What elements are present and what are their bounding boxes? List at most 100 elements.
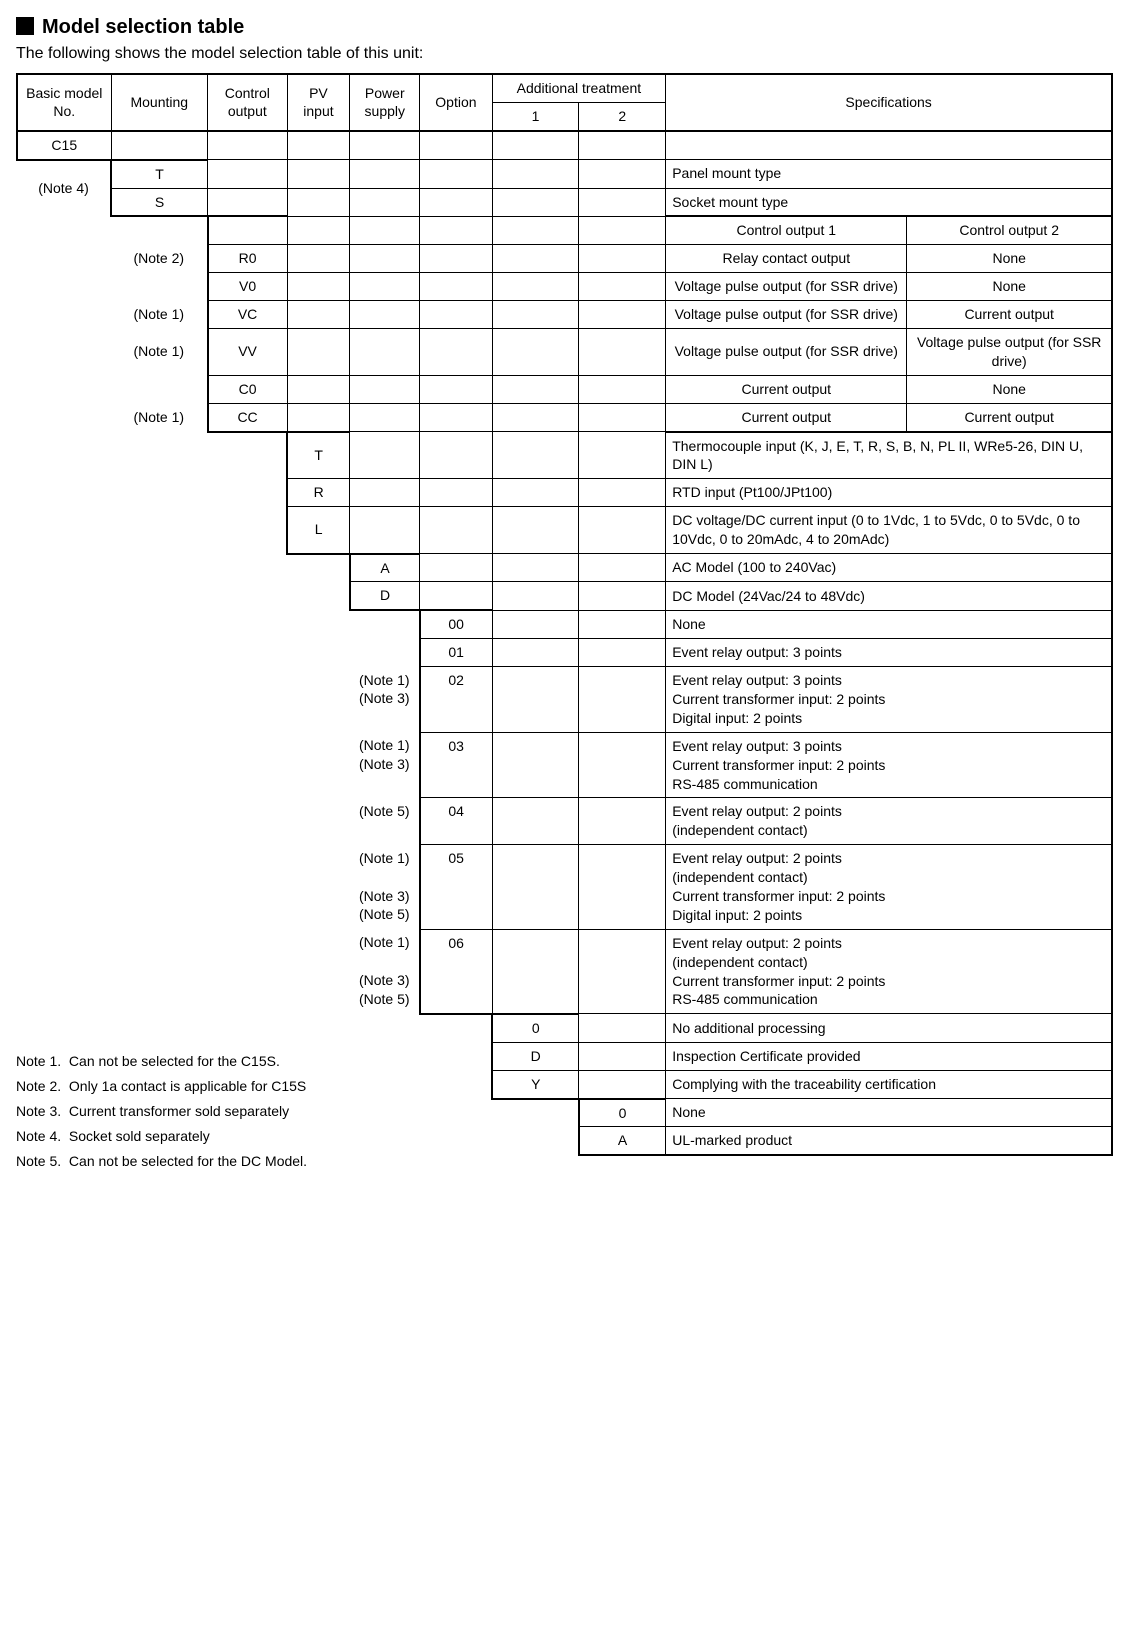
empty-cell [579, 301, 666, 329]
empty-cell [420, 375, 492, 403]
cell-opt-spec: Event relay output: 2 points (independen… [666, 929, 1112, 1014]
empty-cell [492, 273, 579, 301]
cell-pv-spec: Thermocouple input (K, J, E, T, R, S, B,… [666, 432, 1112, 479]
empty-cell [17, 329, 111, 376]
footnote-label: Note 5. [16, 1152, 61, 1171]
cell-addl2-code: A [579, 1127, 666, 1155]
cell-pv-code: L [287, 507, 350, 554]
row-co-CC: (Note 1) CC Current output Current outpu… [17, 403, 1112, 431]
cell-opt-note: (Note 1) (Note 3) [350, 732, 420, 798]
empty-cell [350, 273, 420, 301]
cell-opt-note: (Note 1) (Note 3) (Note 5) [350, 845, 420, 930]
cell-addl1-code: Y [492, 1070, 579, 1098]
empty-cell [208, 160, 288, 188]
cell-addl1-spec: Inspection Certificate provided [666, 1042, 1112, 1070]
cell-co1: Relay contact output [666, 245, 907, 273]
row-mounting-S: S Socket mount type [17, 188, 1112, 216]
empty-cell [492, 216, 579, 244]
empty-cell [350, 375, 420, 403]
row-opt-02: (Note 1) (Note 3) 02 Event relay output:… [17, 667, 1112, 733]
hdr-specs: Specifications [666, 74, 1112, 131]
empty-cell [492, 554, 579, 582]
empty-cell [17, 1014, 492, 1042]
empty-cell [350, 216, 420, 244]
empty-cell [287, 375, 350, 403]
footnote-label: Note 4. [16, 1127, 61, 1146]
empty-cell [350, 507, 420, 554]
hdr-co2: Control output 2 [907, 216, 1112, 244]
empty-cell [492, 639, 579, 667]
cell-co-note [111, 375, 207, 403]
note-line: (Note 1) [356, 671, 413, 690]
cell-mounting-code: S [111, 188, 207, 216]
cell-co2: None [907, 375, 1112, 403]
empty-cell [492, 929, 579, 1014]
empty-cell [492, 432, 579, 479]
cell-opt-code: 03 [420, 732, 492, 798]
empty-cell [579, 929, 666, 1014]
empty-cell [492, 479, 579, 507]
cell-opt-code: 06 [420, 929, 492, 1014]
cell-pv-spec: DC voltage/DC current input (0 to 1Vdc, … [666, 507, 1112, 554]
hdr-co1: Control output 1 [666, 216, 907, 244]
row-co-header: Control output 1 Control output 2 [17, 216, 1112, 244]
row-addl1-0: 0 No additional processing [17, 1014, 1112, 1042]
spec-line: (independent contact) [672, 821, 1105, 840]
hdr-control-output: Control output [208, 74, 288, 131]
empty-cell [579, 131, 666, 160]
empty-cell [579, 329, 666, 376]
note-line [356, 868, 413, 887]
empty-cell [420, 403, 492, 431]
empty-cell [492, 610, 579, 638]
row-power-A: A AC Model (100 to 240Vac) [17, 554, 1112, 582]
empty-cell [579, 582, 666, 610]
cell-co2: Current output [907, 403, 1112, 431]
empty-cell [579, 403, 666, 431]
empty-cell [492, 1099, 579, 1127]
empty-cell [287, 301, 350, 329]
cell-co-code: VC [208, 301, 288, 329]
empty-cell [208, 188, 288, 216]
cell-opt-spec: None [666, 610, 1112, 638]
empty-cell [492, 845, 579, 930]
cell-opt-note [350, 610, 420, 638]
cell-opt-note [350, 639, 420, 667]
empty-cell [420, 160, 492, 188]
note-line: (Note 3) [356, 971, 413, 990]
empty-cell [579, 732, 666, 798]
footnote: Note 3. Current transformer sold separat… [16, 1102, 416, 1121]
empty-cell [579, 667, 666, 733]
empty-cell [492, 245, 579, 273]
empty-cell [579, 798, 666, 845]
row-opt-00: 00 None [17, 610, 1112, 638]
empty-cell [492, 667, 579, 733]
empty-cell [579, 432, 666, 479]
empty-cell [17, 216, 111, 244]
empty-cell [111, 216, 207, 244]
cell-opt-spec: Event relay output: 3 points Current tra… [666, 667, 1112, 733]
footnote-text: Socket sold separately [69, 1128, 210, 1144]
empty-cell [579, 216, 666, 244]
empty-cell [17, 610, 350, 638]
cell-pv-code: T [287, 432, 350, 479]
cell-co2: Current output [907, 301, 1112, 329]
footnote-text: Can not be selected for the C15S. [69, 1053, 280, 1069]
cell-opt-spec: Event relay output: 2 points (independen… [666, 845, 1112, 930]
empty-cell [287, 245, 350, 273]
cell-addl2-code: 0 [579, 1099, 666, 1127]
empty-cell [287, 329, 350, 376]
empty-cell [17, 245, 111, 273]
row-basic-model: C15 [17, 131, 1112, 160]
cell-co2: Voltage pulse output (for SSR drive) [907, 329, 1112, 376]
empty-cell [17, 639, 350, 667]
empty-cell [208, 131, 288, 160]
footnotes: Note 1. Can not be selected for the C15S… [16, 1052, 416, 1176]
note-line: (Note 3) [356, 689, 413, 708]
empty-cell [350, 160, 420, 188]
empty-cell [17, 582, 350, 610]
cell-basic-model: C15 [17, 131, 111, 160]
section-heading: Model selection table [16, 16, 1113, 39]
hdr-mounting: Mounting [111, 74, 207, 131]
empty-cell [492, 1127, 579, 1155]
empty-cell [17, 798, 350, 845]
